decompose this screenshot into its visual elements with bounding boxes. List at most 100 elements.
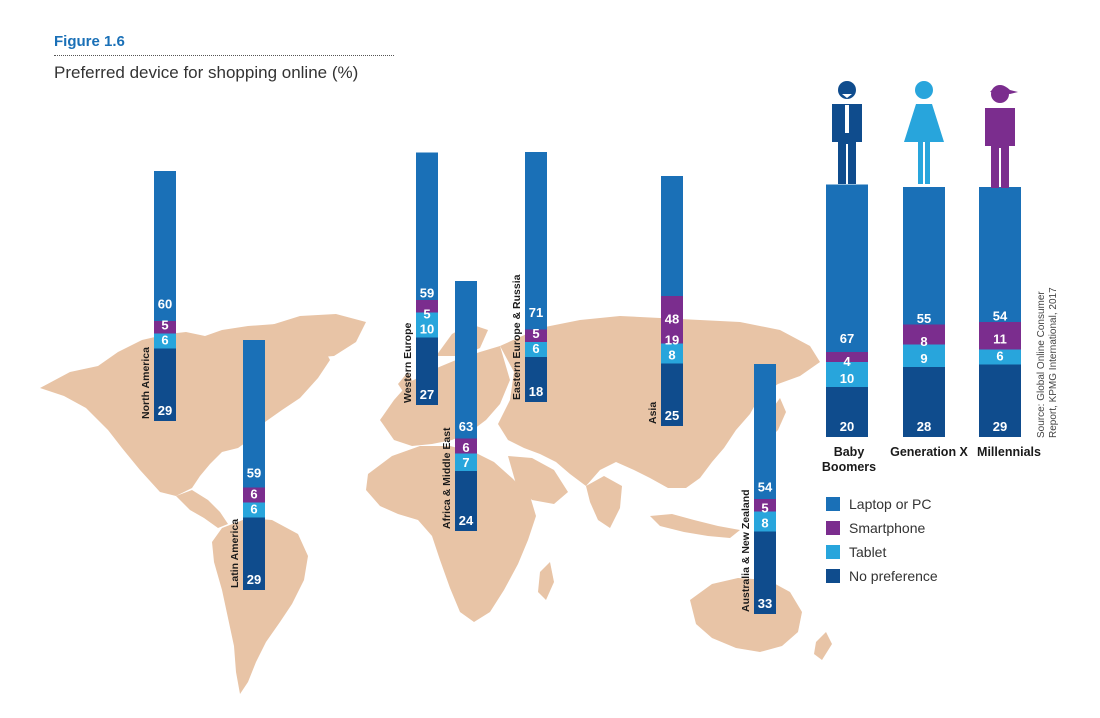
generation-label-line1: Generation X: [890, 445, 968, 459]
map-arabia: [508, 456, 568, 504]
bar-africa-and-middle-east: 24 76 63 Africa & Middle East: [441, 281, 477, 531]
legend-swatch: [826, 545, 840, 559]
legend: Laptop or PC Smartphone Tablet No prefer…: [826, 492, 938, 588]
bar-value-smartphone: 5: [161, 318, 168, 333]
bar-value-tablet: 9: [920, 351, 927, 366]
bar-segment-no-preference: [903, 367, 945, 437]
bar-segment-smartphone: [416, 300, 438, 313]
bar-segment-no-preference: [243, 517, 265, 590]
bar-north-america: 29 65 60 North America: [140, 171, 176, 421]
bar-segment-smartphone: [525, 329, 547, 342]
bar-segment-smartphone: [154, 321, 176, 334]
bar-segment-tablet: [903, 344, 945, 367]
bar-value-tablet: 8: [668, 348, 675, 363]
bar-value-laptop: 71: [529, 305, 543, 320]
bar-segment-no-preference: [661, 363, 683, 426]
bar-value-laptop: 54: [993, 309, 1008, 324]
bar-value-no-preference: 29: [158, 403, 172, 418]
bar-value-laptop: 59: [247, 466, 261, 481]
bar-segment-no-preference: [525, 357, 547, 402]
bar-generation-x: 28 9 8 55: [903, 187, 945, 437]
legend-label: Smartphone: [849, 520, 926, 536]
bar-value-tablet: 6: [250, 502, 257, 517]
bar-value-no-preference: 27: [420, 387, 434, 402]
bar-value-laptop: 59: [420, 286, 434, 301]
bar-western-europe: 27 105 59 Western Europe: [402, 152, 438, 405]
bar-segment-tablet: [243, 502, 265, 518]
legend-item-laptop: Laptop or PC: [826, 492, 938, 516]
bar-value-laptop: 63: [459, 419, 473, 434]
bar-baby-boomers: 20 10 4 67: [826, 184, 868, 437]
map-uk: [398, 372, 414, 396]
bar-segment-tablet: [661, 343, 683, 364]
bar-segment-smartphone: [661, 296, 683, 344]
bar-value-smartphone: 5: [532, 326, 539, 341]
bar-value-smartphone: 5: [761, 501, 768, 516]
generation-icons: [832, 81, 1018, 188]
bar-segment-laptop: [754, 364, 776, 499]
source-note: Source: Global Online Consumer Report, K…: [1036, 287, 1060, 438]
bar-value-no-preference: 24: [459, 513, 474, 528]
source-line-1: Source: Global Online Consumer: [1036, 291, 1047, 438]
bar-value-laptop: 55: [917, 311, 931, 326]
bar-segment-tablet: [826, 362, 868, 387]
bar-value-no-preference: 20: [840, 419, 854, 434]
map-india: [586, 476, 622, 528]
legend-swatch: [826, 497, 840, 511]
bar-value-laptop: 48: [665, 312, 679, 327]
bar-latin-america: 29 66 59 Latin America: [229, 340, 265, 590]
map-europe: [380, 346, 510, 446]
bar-value-laptop: 60: [158, 297, 172, 312]
legend-swatch: [826, 521, 840, 535]
chart-title: Preferred device for shopping online (%): [54, 63, 359, 82]
bar-value-no-preference: 33: [758, 596, 772, 611]
generation-label-millennials: Millennials: [970, 445, 1048, 460]
generation-label-line2: Boomers: [821, 460, 877, 474]
bar-value-tablet: 6: [161, 333, 168, 348]
region-label: Australia & New Zealand: [740, 489, 752, 612]
bar-value-tablet: 8: [761, 516, 768, 531]
map-madagascar: [538, 562, 554, 600]
bar-segment-laptop: [826, 184, 868, 352]
map-central-america: [176, 490, 228, 528]
bar-value-tablet: 10: [420, 322, 434, 337]
bar-segment-laptop: [525, 152, 547, 330]
bar-australia-and-new-zealand: 33 85 54 Australia & New Zealand: [740, 364, 776, 614]
map-new-zealand: [814, 632, 832, 660]
bar-value-smartphone: 6: [250, 487, 257, 502]
generation-x-person-icon: [904, 81, 944, 184]
bar-value-laptop: 67: [840, 331, 854, 346]
bar-segment-laptop: [661, 176, 683, 296]
bar-segment-no-preference: [754, 531, 776, 614]
figure-label: Figure 1.6: [54, 33, 125, 50]
map-south-america: [212, 518, 308, 694]
map-greenland: [268, 314, 366, 358]
bar-value-tablet: 10: [840, 371, 854, 386]
legend-label: Laptop or PC: [849, 496, 932, 512]
map-africa: [366, 446, 536, 622]
bar-segment-smartphone: [455, 438, 477, 454]
millennial-person-icon: [985, 85, 1018, 188]
bar-segment-no-preference: [979, 364, 1021, 437]
bar-segment-smartphone: [903, 324, 945, 345]
bar-value-smartphone: 19: [665, 333, 679, 348]
bar-segment-smartphone: [243, 487, 265, 503]
bar-value-smartphone: 6: [462, 440, 469, 455]
bar-value-no-preference: 29: [993, 419, 1007, 434]
region-label: Asia: [647, 402, 659, 424]
region-label: Latin America: [229, 519, 241, 588]
bar-value-tablet: 6: [996, 349, 1003, 364]
generation-label-baby-boomers: Baby Boomers: [820, 445, 878, 475]
generation-label-line1: Millennials: [977, 445, 1041, 459]
map-north-america: [40, 324, 330, 496]
bar-eastern-europe-and-russia: 18 65 71 Eastern Europe & Russia: [511, 152, 547, 402]
bar-segment-smartphone: [826, 352, 868, 362]
region-label: Africa & Middle East: [441, 427, 453, 529]
bar-segment-no-preference: [416, 337, 438, 405]
bar-segment-tablet: [979, 349, 1021, 365]
baby-boomer-person-icon: [832, 81, 862, 184]
bar-value-tablet: 7: [462, 455, 469, 470]
title-divider: [54, 55, 394, 56]
legend-item-no-preference: No preference: [826, 564, 938, 588]
bar-value-no-preference: 28: [917, 419, 931, 434]
